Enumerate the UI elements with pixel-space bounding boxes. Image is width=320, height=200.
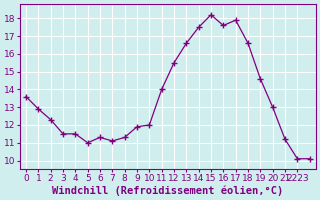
X-axis label: Windchill (Refroidissement éolien,°C): Windchill (Refroidissement éolien,°C) [52,185,284,196]
